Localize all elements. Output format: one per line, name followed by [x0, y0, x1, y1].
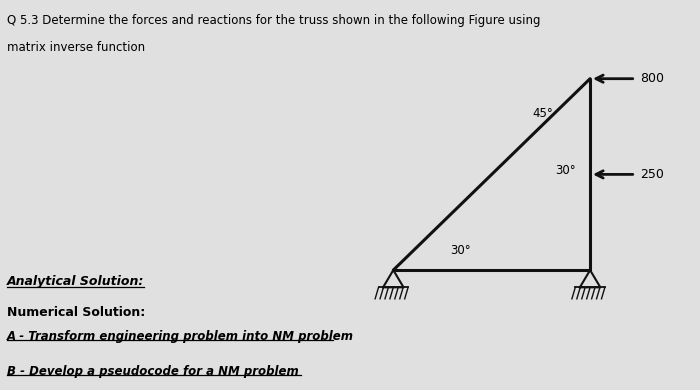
- Text: matrix inverse function: matrix inverse function: [7, 41, 145, 54]
- Text: 30°: 30°: [555, 164, 575, 177]
- Text: Q 5.3 Determine the forces and reactions for the truss shown in the following Fi: Q 5.3 Determine the forces and reactions…: [7, 14, 540, 27]
- Text: A - Transform engineering problem into NM problem: A - Transform engineering problem into N…: [7, 330, 354, 342]
- Text: 45°: 45°: [532, 106, 553, 120]
- Text: 30°: 30°: [450, 245, 471, 257]
- Text: Numerical Solution:: Numerical Solution:: [7, 306, 146, 319]
- Text: 250: 250: [640, 168, 664, 181]
- Text: B - Develop a pseudocode for a NM problem: B - Develop a pseudocode for a NM proble…: [7, 365, 299, 378]
- Text: 800: 800: [640, 72, 664, 85]
- Text: Analytical Solution:: Analytical Solution:: [7, 275, 144, 288]
